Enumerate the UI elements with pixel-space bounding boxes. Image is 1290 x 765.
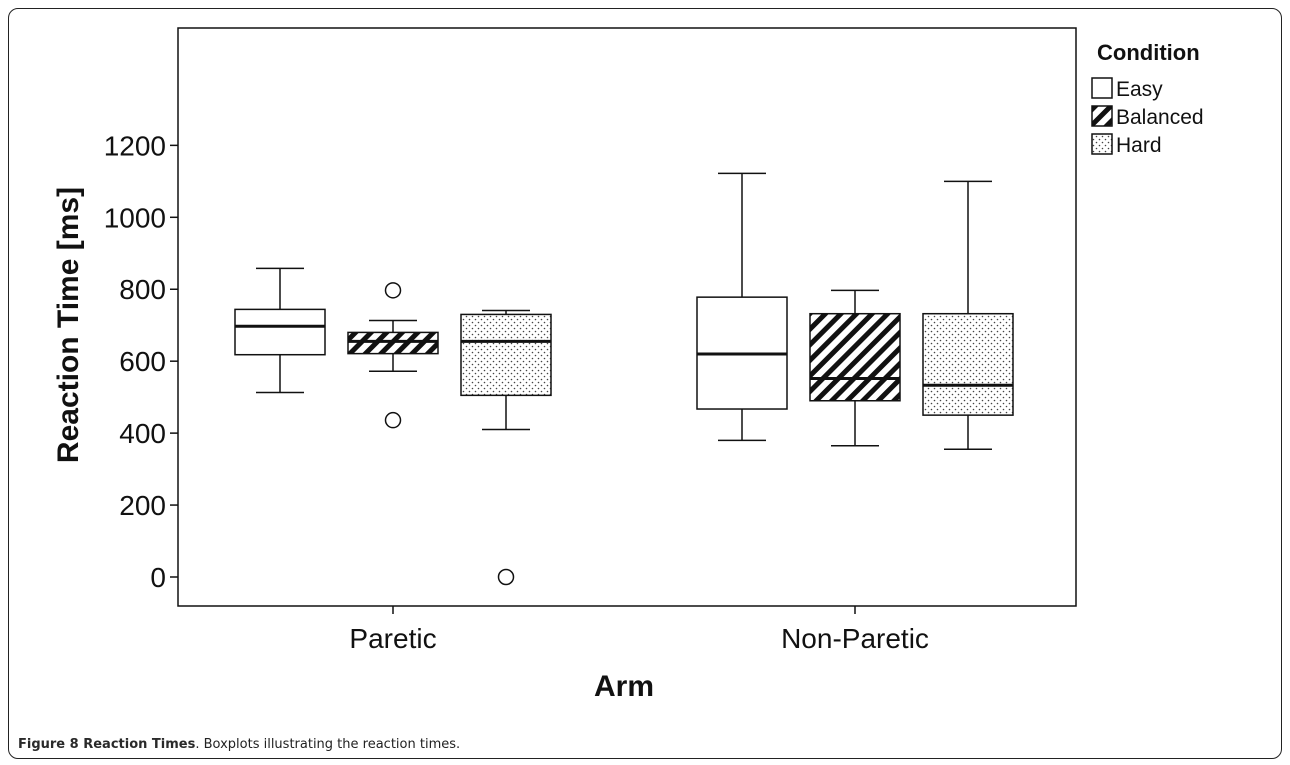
outlier-point <box>384 411 402 429</box>
legend-label: Easy <box>1116 78 1163 101</box>
y-tick-label: 400 <box>119 418 166 449</box>
outlier-point <box>497 568 515 586</box>
figure-frame <box>8 8 1282 759</box>
iqr-box <box>809 312 901 402</box>
y-tick-label: 800 <box>119 274 166 305</box>
box-easy-non-paretic <box>696 172 788 442</box>
legend-item-hard: Hard <box>1091 133 1162 157</box>
legend-label: Balanced <box>1116 106 1204 129</box>
box-easy-paretic <box>234 267 326 394</box>
figure-caption: Figure 8 Reaction Times. Boxplots illust… <box>18 737 460 752</box>
caption-text: . Boxplots illustrating the reaction tim… <box>195 737 461 752</box>
iqr-box <box>922 312 1014 416</box>
x-tick-label: Paretic <box>349 623 436 654</box>
y-tick-label: 1000 <box>104 202 166 233</box>
legend-swatch <box>1091 77 1113 99</box>
y-axis: 0 200 400 600 800 1000 1200 <box>104 130 178 593</box>
box-balanced-paretic <box>347 282 439 429</box>
boxes <box>234 172 1014 586</box>
iqr-box <box>460 313 552 397</box>
legend-swatch <box>1091 133 1113 155</box>
box-balanced-non-paretic <box>809 289 901 447</box>
x-axis: Paretic Non-Paretic <box>349 606 929 654</box>
iqr-box <box>234 308 326 356</box>
plot-area <box>177 27 1077 607</box>
legend-item-balanced: Balanced <box>1091 105 1204 129</box>
legend-items: Easy Balanced Hard <box>1091 77 1204 157</box>
legend-item-easy: Easy <box>1091 77 1163 101</box>
x-axis-title: Arm <box>594 670 654 703</box>
caption-label: Figure 8 Reaction Times <box>18 737 196 752</box>
y-tick-label: 0 <box>150 562 166 593</box>
y-tick-label: 200 <box>119 490 166 521</box>
outlier-point <box>384 282 402 299</box>
iqr-box <box>347 331 439 355</box>
y-axis-title: Reaction Time [ms] <box>52 187 85 463</box>
y-tick-label: 1200 <box>104 130 166 161</box>
legend: Condition Easy Balanced Hard <box>1091 40 1204 157</box>
x-tick-label: Non-Paretic <box>781 623 929 654</box>
box-hard-non-paretic <box>922 180 1014 451</box>
legend-title: Condition <box>1097 40 1200 65</box>
y-tick-label: 600 <box>119 346 166 377</box>
box-hard-paretic <box>460 309 552 586</box>
legend-label: Hard <box>1116 134 1162 157</box>
legend-swatch <box>1091 105 1113 127</box>
